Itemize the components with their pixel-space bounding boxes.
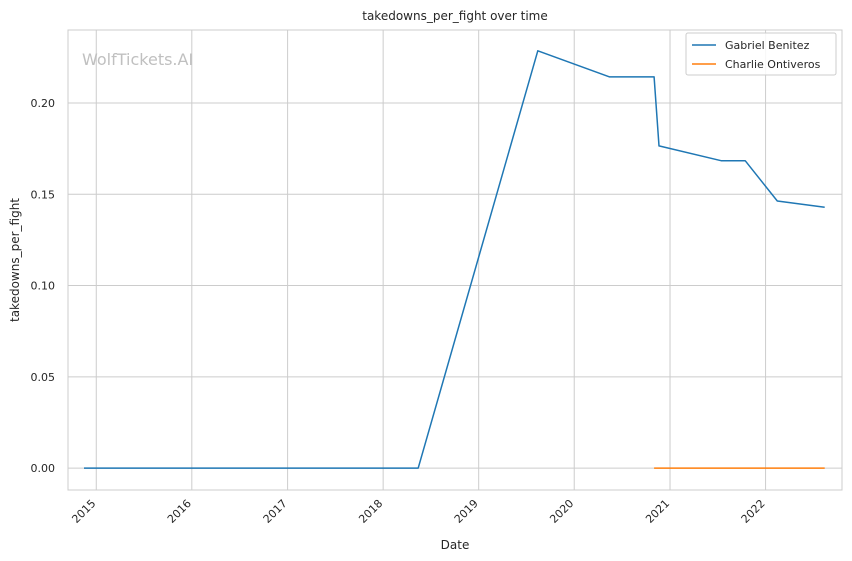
y-tick-labels: 0.00 0.05 0.10 0.15 0.20 bbox=[31, 97, 56, 475]
grid bbox=[68, 30, 842, 490]
x-tick-label: 2019 bbox=[452, 497, 481, 526]
y-tick-label: 0.05 bbox=[31, 371, 56, 384]
x-tick-labels: 2015 2016 2017 2018 2019 2020 2021 2022 bbox=[69, 497, 767, 526]
y-tick-label: 0.00 bbox=[31, 462, 56, 475]
x-tick-label: 2017 bbox=[261, 497, 290, 526]
y-tick-label: 0.15 bbox=[31, 188, 56, 201]
y-tick-label: 0.10 bbox=[31, 280, 56, 293]
x-tick-label: 2022 bbox=[739, 497, 768, 526]
x-tick-label: 2020 bbox=[547, 497, 576, 526]
x-axis-label: Date bbox=[441, 538, 470, 552]
legend-box bbox=[685, 32, 837, 76]
series-line-0 bbox=[84, 50, 825, 469]
y-axis-label: takedowns_per_fight bbox=[8, 198, 22, 322]
series-layer bbox=[84, 50, 825, 469]
y-tick-label: 0.20 bbox=[31, 97, 56, 110]
watermark: WolfTickets.AI bbox=[82, 50, 193, 69]
legend-label-0: Gabriel Benitez bbox=[725, 39, 810, 52]
x-tick-label: 2015 bbox=[69, 497, 98, 526]
legend-label-1: Charlie Ontiveros bbox=[725, 58, 821, 71]
x-tick-label: 2018 bbox=[356, 497, 385, 526]
chart-title: takedowns_per_fight over time bbox=[362, 9, 548, 23]
x-tick-label: 2021 bbox=[643, 497, 672, 526]
plot-frame bbox=[67, 29, 843, 491]
legend: Gabriel Benitez Charlie Ontiveros bbox=[685, 32, 837, 76]
x-tick-label: 2016 bbox=[165, 497, 194, 526]
